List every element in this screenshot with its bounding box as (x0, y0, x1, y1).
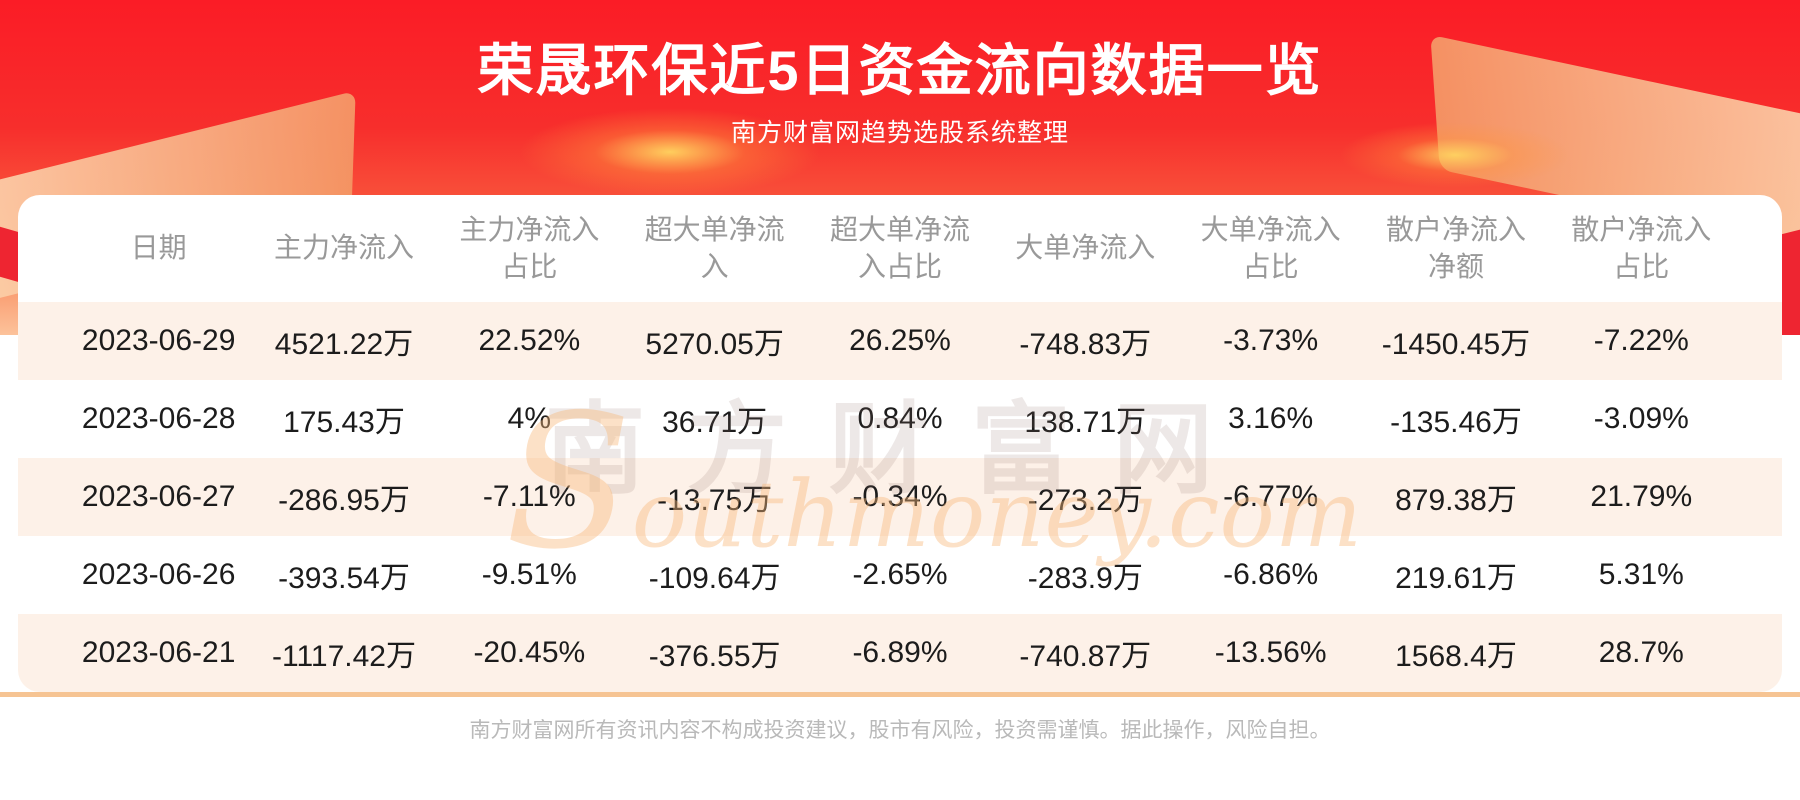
column-header-retail-net-inflow-ratio: 散户净流入 占比 (1571, 214, 1712, 282)
table-cell: -7.11% (482, 480, 576, 513)
table-cell: -376.55万 (648, 640, 781, 673)
table-cell: -135.46万 (1390, 406, 1522, 439)
table-cell: 26.25% (849, 324, 951, 357)
table-row: 2023-06-21 -1117.42万 -20.45% -376.55万 -6… (18, 614, 1782, 692)
table-cell: 138.71万 (1024, 406, 1147, 439)
table-cell: 175.43万 (283, 406, 405, 439)
date-cell: 2023-06-26 (81, 558, 236, 591)
table-cell: -286.95万 (278, 484, 410, 517)
column-header-main-net-inflow-ratio: 主力净流入 占比 (459, 214, 600, 282)
table-cell: -9.51% (481, 558, 577, 591)
date-cell: 2023-06-27 (81, 480, 236, 513)
table-row: 2023-06-27 -286.95万 -7.11% -13.75万 -0.34… (18, 458, 1782, 536)
column-header-main-net-inflow: 主力净流入 (273, 232, 414, 264)
column-header-large-order-net-inflow-ratio: 大单净流入 占比 (1200, 214, 1341, 282)
table-cell: 219.61万 (1395, 562, 1517, 595)
table-cell: -0.34% (852, 480, 948, 513)
table-cell: 1568.4万 (1395, 640, 1517, 673)
table-cell: 5270.05万 (645, 328, 784, 361)
table-cell: 0.84% (857, 402, 943, 435)
disclaimer-text: 南方财富网所有资讯内容不构成投资建议，股市有风险，投资需谨慎。据此操作，风险自担… (469, 719, 1331, 742)
table-header-row: 日期 主力净流入 主力净流入 占比 超大单净流 入 超大单净流 入占比 大单净流… (18, 195, 1782, 302)
glow-decoration-left (520, 108, 820, 196)
table-cell: 36.71万 (662, 406, 768, 439)
table-cell: 28.7% (1598, 636, 1684, 669)
table-row: 2023-06-26 -393.54万 -9.51% -109.64万 -2.6… (18, 536, 1782, 614)
table-cell: 3.16% (1228, 402, 1314, 435)
table-cell: -6.89% (852, 636, 948, 669)
table-cell: -3.09% (1593, 402, 1689, 435)
table-cell: -13.56% (1214, 636, 1327, 669)
table-cell: 5.31% (1598, 558, 1684, 591)
column-header-large-order-net-inflow: 大单净流入 (1015, 232, 1156, 264)
table-cell: 4521.22万 (274, 328, 414, 361)
date-cell: 2023-06-21 (81, 636, 236, 669)
table-cell: -7.22% (1593, 324, 1689, 357)
table-cell: -2.65% (852, 558, 948, 591)
table-cell: -6.77% (1223, 480, 1319, 513)
table-cell: -748.83万 (1019, 328, 1152, 361)
page-title: 荣晟环保近5日资金流向数据一览 (477, 39, 1323, 102)
table-cell: -740.87万 (1019, 640, 1152, 673)
table-cell: -1450.45万 (1381, 328, 1531, 361)
column-header-date: 日期 (130, 232, 187, 264)
glow-decoration-right (1340, 122, 1570, 188)
table-cell: 22.52% (478, 324, 581, 357)
column-header-xl-order-net-inflow: 超大单净流 入 (644, 214, 785, 282)
table-cell: -283.9万 (1027, 562, 1143, 595)
table-cell: -273.2万 (1027, 484, 1143, 517)
table-cell: 879.38万 (1395, 484, 1517, 517)
table-cell: -20.45% (473, 636, 586, 669)
page-subtitle: 南方财富网趋势选股系统整理 (730, 119, 1069, 147)
table-cell: -1117.42万 (272, 640, 416, 673)
column-header-xl-order-net-inflow-ratio: 超大单净流 入占比 (829, 214, 970, 282)
data-table-card: 日期 主力净流入 主力净流入 占比 超大单净流 入 超大单净流 入占比 大单净流… (18, 195, 1782, 692)
table-cell: 4% (507, 402, 551, 435)
table-cell: -13.75万 (657, 484, 773, 517)
table-cell: -3.73% (1223, 324, 1319, 357)
column-header-retail-net-inflow: 散户净流入 净额 (1385, 214, 1526, 282)
table-cell: -393.54万 (278, 562, 410, 595)
table-cell: -6.86% (1223, 558, 1319, 591)
orange-divider-line (0, 692, 1800, 697)
table-cell: -109.64万 (648, 562, 781, 595)
table-cell: 21.79% (1590, 480, 1693, 513)
table-row: 2023-06-28 175.43万 4% 36.71万 0.84% 138.7… (18, 380, 1782, 458)
date-cell: 2023-06-28 (81, 402, 236, 435)
date-cell: 2023-06-29 (81, 324, 236, 357)
table-row: 2023-06-29 4521.22万 22.52% 5270.05万 26.2… (18, 302, 1782, 380)
